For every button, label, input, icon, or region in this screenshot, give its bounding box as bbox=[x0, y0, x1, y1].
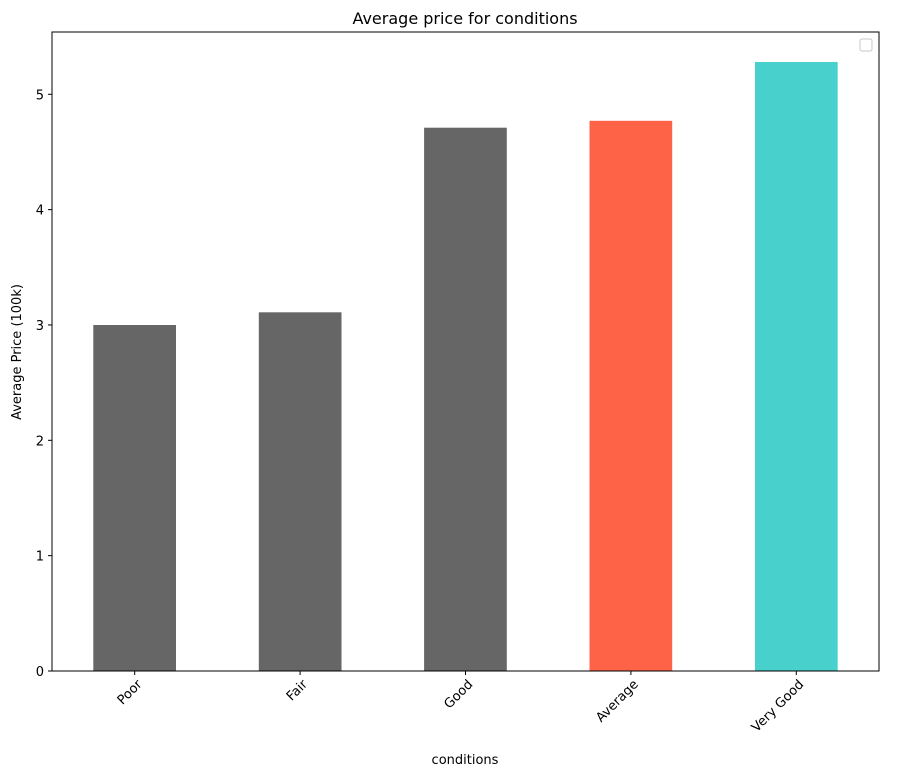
y-tick-label: 3 bbox=[36, 319, 44, 334]
bar-fair bbox=[258, 312, 342, 671]
bar-good bbox=[424, 127, 507, 671]
legend-box bbox=[859, 38, 873, 52]
y-tick-label: 1 bbox=[36, 550, 44, 565]
y-axis-label: Average Price (100k) bbox=[10, 284, 25, 420]
y-tick-label: 2 bbox=[36, 434, 44, 449]
bar-poor bbox=[93, 325, 176, 671]
y-tick-label: 0 bbox=[36, 665, 44, 680]
bar-average bbox=[589, 120, 673, 672]
y-tick-label: 4 bbox=[36, 204, 44, 219]
y-axis-ticks: 0 1 2 3 4 5 bbox=[36, 88, 52, 680]
chart-title: Average price for conditions bbox=[352, 9, 577, 28]
plot-frame bbox=[51, 31, 880, 672]
y-tick-label: 5 bbox=[36, 88, 44, 103]
x-axis-label: conditions bbox=[432, 753, 499, 768]
bars-group bbox=[93, 62, 838, 672]
bar-very-good bbox=[755, 62, 838, 671]
